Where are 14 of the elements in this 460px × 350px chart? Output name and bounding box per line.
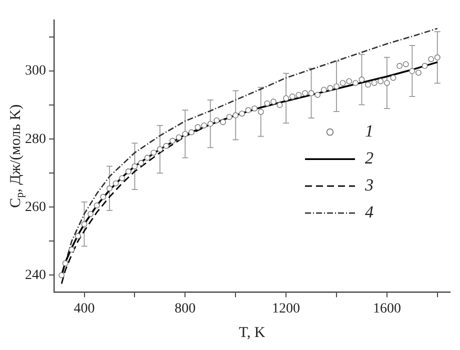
legend-label: 1 — [365, 122, 374, 141]
y-tick-label: 260 — [25, 200, 46, 215]
y-tick-label: 280 — [25, 132, 46, 147]
legend-label: 3 — [364, 176, 374, 195]
x-axis-title: T, K — [238, 324, 266, 341]
x-tick-label: 800 — [174, 301, 196, 316]
y-tick-label: 240 — [25, 268, 46, 283]
x-tick-label: 400 — [74, 301, 95, 316]
legend-label: 4 — [365, 202, 374, 222]
y-tick-label: 300 — [25, 64, 46, 79]
y-axis-title: Cp, Дж/(моль K) — [8, 104, 26, 208]
x-tick-label: 1200 — [272, 301, 300, 316]
legend-label: 2 — [365, 148, 374, 168]
x-tick-label: 1600 — [372, 301, 401, 316]
